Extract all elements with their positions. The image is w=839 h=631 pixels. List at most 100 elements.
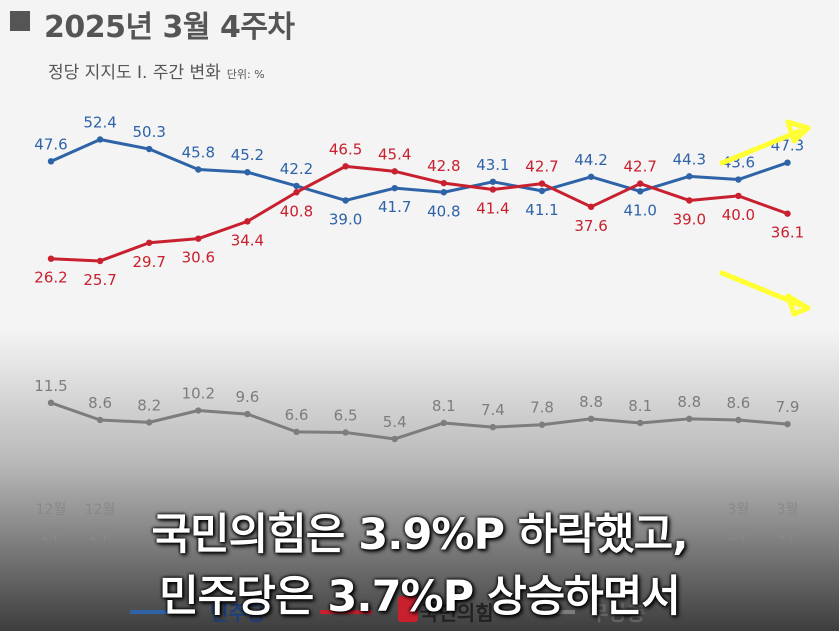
data-point-none (342, 429, 349, 436)
data-label-dem: 43.1 (476, 156, 509, 174)
x-tick-label-week: 4주 (777, 528, 799, 544)
data-point-none (637, 419, 644, 427)
data-label-ppp: 29.7 (132, 253, 165, 271)
data-point-dem (146, 145, 153, 153)
data-label-ppp: 40.0 (722, 206, 755, 224)
data-label-none: 8.8 (677, 393, 701, 411)
data-point-none (47, 399, 55, 407)
data-point-ppp (784, 210, 791, 217)
data-label-dem: 39.0 (329, 210, 362, 228)
data-label-ppp: 40.8 (280, 202, 313, 220)
data-point-none (96, 416, 104, 424)
data-point-dem (686, 173, 693, 180)
unit-label: 단위: % (226, 68, 265, 81)
data-label-none: 9.6 (235, 388, 259, 406)
data-label-none: 8.8 (579, 393, 603, 411)
data-label-none: 8.1 (628, 397, 652, 415)
page-title: 2025년 3월 4주차 (44, 10, 295, 45)
data-point-none (489, 423, 497, 431)
data-label-ppp: 42.7 (623, 158, 656, 176)
data-label-dem: 45.8 (182, 144, 215, 162)
x-tick-label-month: 3월 (728, 502, 750, 518)
data-label-ppp: 37.6 (574, 217, 607, 235)
data-point-dem (538, 187, 546, 195)
data-point-dem (195, 166, 202, 173)
data-point-none (244, 410, 251, 418)
data-point-ppp (293, 189, 300, 196)
data-point-dem (391, 184, 398, 192)
data-label-dem: 41.0 (623, 201, 656, 219)
caption-line-2: 민주당은 3.7%P 상승하면서 (159, 572, 681, 622)
data-point-dem (489, 178, 497, 185)
data-label-ppp: 26.2 (34, 269, 67, 287)
data-label-ppp: 46.5 (329, 140, 362, 158)
data-point-dem (96, 136, 104, 143)
data-label-none: 6.6 (285, 406, 309, 424)
data-point-ppp (489, 186, 497, 193)
data-point-ppp (47, 255, 55, 262)
data-point-none (538, 421, 546, 428)
x-tick-label-week: 1주 (40, 528, 62, 544)
subtitle-text: 정당 지지도 Ⅰ. 주간 변화 (48, 63, 221, 83)
data-point-ppp (538, 180, 546, 187)
data-point-none (686, 415, 693, 423)
data-label-dem: 47.6 (34, 135, 67, 153)
data-label-dem: 41.7 (378, 198, 411, 216)
data-label-ppp: 42.7 (525, 158, 558, 176)
legend-label-ppp: 국민의힘 (420, 601, 494, 625)
x-tick-label-month: 3월 (777, 502, 799, 518)
data-point-ppp (195, 235, 202, 242)
data-label-none: 7.8 (530, 399, 554, 417)
background-fade (0, 330, 839, 631)
data-point-ppp (244, 218, 251, 225)
data-point-ppp (391, 168, 398, 175)
up-arrow-icon (719, 128, 803, 166)
data-label-none: 10.2 (182, 385, 215, 403)
data-point-dem (440, 189, 447, 196)
data-label-none: 5.4 (383, 413, 407, 431)
data-point-ppp (587, 203, 595, 211)
data-label-ppp: 39.0 (673, 210, 706, 228)
data-label-ppp: 25.7 (83, 271, 116, 289)
x-tick-label-month: 12월 (36, 502, 67, 518)
legend-label-dem: 민주당 (210, 601, 266, 625)
series-line-none (50, 401, 788, 441)
down-arrow-head-icon (785, 293, 811, 317)
series-line-ppp (50, 164, 789, 263)
up-arrow-head-icon (785, 119, 811, 144)
data-point-ppp (686, 197, 693, 204)
data-label-dem: 44.3 (673, 150, 706, 168)
data-point-dem (342, 197, 349, 204)
caption-line-1: 국민의힘은 3.9%P 하락했고, (151, 510, 688, 560)
legend-label-none: 무당층 (590, 601, 645, 625)
data-label-none: 11.5 (34, 377, 67, 395)
data-label-ppp: 45.4 (378, 145, 411, 163)
data-label-dem: 45.2 (231, 146, 264, 164)
x-tick-label-week: 3주 (728, 528, 750, 544)
data-label-dem: 42.2 (280, 160, 313, 178)
data-label-ppp: 41.4 (476, 200, 509, 218)
data-point-dem (244, 169, 251, 176)
data-point-none (440, 419, 447, 427)
ppp-logo-icon (398, 596, 418, 622)
series-line-dem (50, 137, 788, 202)
data-label-dem: 41.1 (525, 201, 558, 219)
data-label-ppp: 34.4 (231, 231, 264, 249)
data-point-none (293, 428, 300, 436)
data-point-dem (293, 182, 300, 190)
data-label-dem: 44.2 (574, 151, 607, 169)
data-point-dem (637, 188, 644, 195)
data-label-dem: 40.8 (427, 202, 460, 220)
data-label-none: 8.6 (88, 394, 112, 412)
data-point-ppp (96, 257, 104, 265)
data-point-ppp (735, 192, 742, 200)
data-point-dem (784, 159, 791, 166)
data-label-none: 8.6 (726, 394, 750, 412)
data-label-dem: 50.3 (132, 123, 165, 141)
data-label-ppp: 42.8 (427, 157, 460, 175)
data-point-none (146, 419, 153, 426)
data-point-none (587, 415, 595, 423)
data-point-none (391, 435, 398, 443)
data-point-ppp (440, 179, 447, 187)
